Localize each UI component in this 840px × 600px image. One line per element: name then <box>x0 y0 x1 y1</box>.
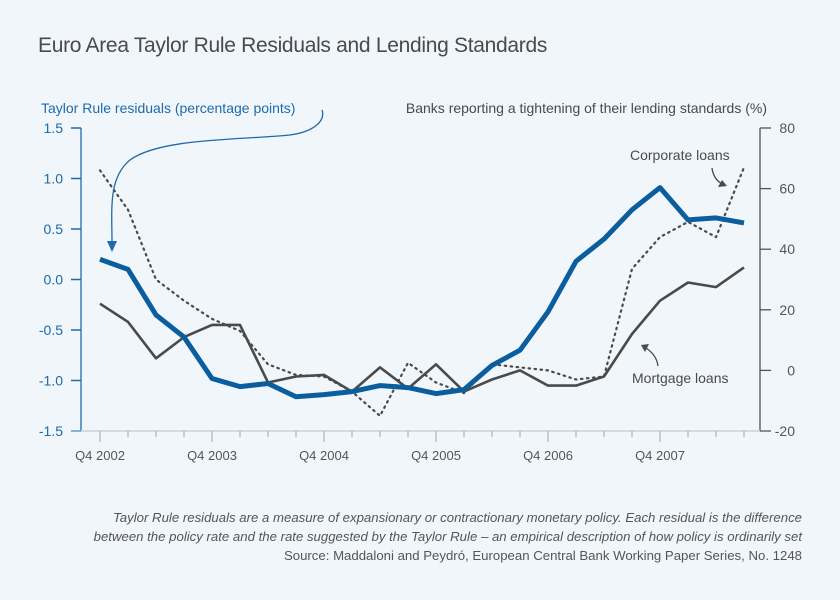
left-tick-label: 1.0 <box>44 171 64 187</box>
right-tick-label: 0 <box>787 362 795 378</box>
series-lines <box>98 166 746 417</box>
x-tick-label: Q4 2007 <box>635 448 685 463</box>
footnote: Taylor Rule residuals are a measure of e… <box>2 508 802 565</box>
axes <box>71 127 771 442</box>
x-tick-label: Q4 2004 <box>299 448 349 463</box>
taylor-rule-residuals-line <box>99 185 745 400</box>
corporate-loans-annotation: Corporate loans <box>630 147 730 163</box>
tick-labels: 1.5 1.0 0.5 0.0 -0.5 -1.0 -1.5 80 60 40 20 0 -20 Q4 2… <box>39 120 795 463</box>
left-tick-label: 0.0 <box>44 272 64 288</box>
corporate-loans-line <box>98 166 746 417</box>
left-tick-label: -1.0 <box>39 373 63 389</box>
left-tick-label: -1.5 <box>39 423 63 439</box>
right-tick-label: 80 <box>779 120 795 136</box>
left-tick-label: 1.5 <box>44 120 64 136</box>
mortgage-loans-line <box>99 266 745 393</box>
mortgage-callout-arrowhead <box>641 344 649 352</box>
right-tick-label: 20 <box>779 302 795 318</box>
footnote-note-line-2: between the policy rate and the rate sug… <box>93 529 802 544</box>
mortgage-loans-annotation: Mortgage loans <box>632 370 729 386</box>
right-axis-label: Banks reporting a tightening of their le… <box>406 100 767 116</box>
x-tick-label: Q4 2003 <box>187 448 237 463</box>
x-tick-label: Q4 2006 <box>523 448 573 463</box>
right-tick-label: 60 <box>779 181 795 197</box>
left-tick-label: -0.5 <box>39 322 63 338</box>
left-axis-label: Taylor Rule residuals (percentage points… <box>41 100 295 116</box>
footnote-note-line-1: Taylor Rule residuals are a measure of e… <box>112 510 802 525</box>
x-tick-label: Q4 2002 <box>75 448 125 463</box>
chart-title: Euro Area Taylor Rule Residuals and Lend… <box>38 34 548 57</box>
x-tick-label: Q4 2005 <box>411 448 461 463</box>
corporate-callout-arrowhead <box>718 180 727 187</box>
residuals-callout-arrow <box>111 109 324 243</box>
corporate-callout-arrow <box>711 167 723 185</box>
mortgage-callout-arrow <box>645 347 659 367</box>
right-tick-label: 40 <box>779 241 795 257</box>
left-tick-label: 0.5 <box>44 221 64 237</box>
residuals-callout-arrowhead <box>107 241 117 252</box>
right-tick-label: -20 <box>775 423 795 439</box>
footnote-source: Source: Maddaloni and Peydró, European C… <box>283 548 802 563</box>
